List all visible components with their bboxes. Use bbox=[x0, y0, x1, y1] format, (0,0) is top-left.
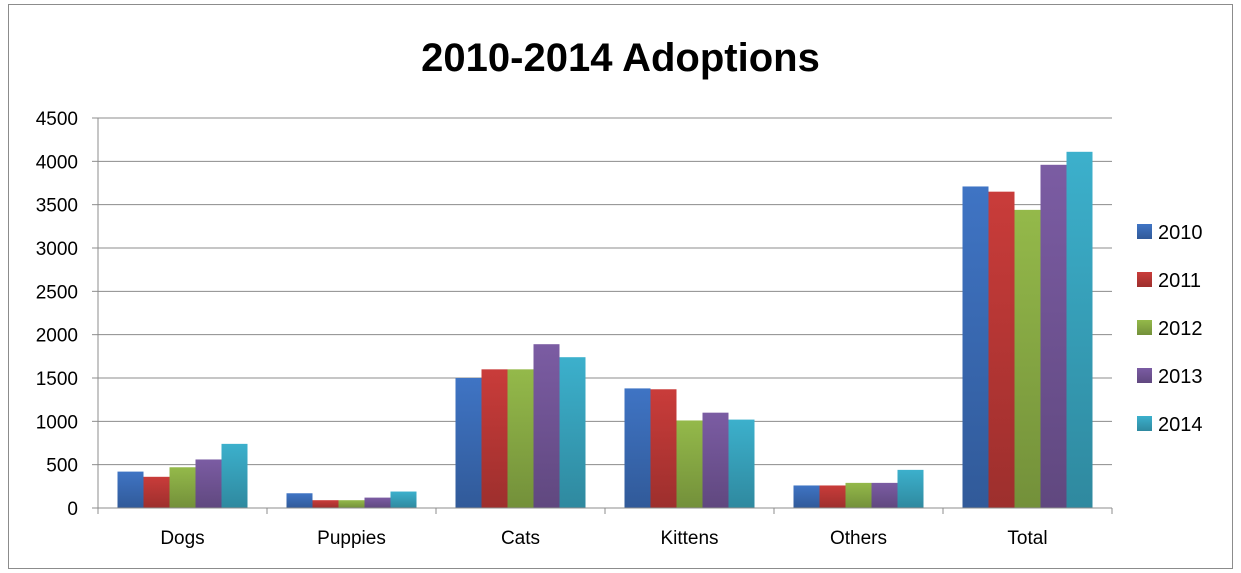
legend-swatch-2013 bbox=[1137, 368, 1152, 383]
y-tick-label: 3000 bbox=[36, 239, 78, 260]
bar-cats-2010 bbox=[455, 378, 482, 508]
bars bbox=[117, 151, 1093, 509]
legend-label-2014: 2014 bbox=[1158, 414, 1203, 436]
bar-total-2012 bbox=[1014, 209, 1041, 508]
x-tick-label: Puppies bbox=[317, 528, 386, 549]
bar-dogs-2014 bbox=[221, 443, 248, 508]
bar-total-2010 bbox=[962, 186, 989, 508]
bar-others-2010 bbox=[793, 485, 820, 508]
x-axis-tick-labels: Dogs Puppies Cats Kittens Others Total bbox=[160, 528, 1047, 549]
legend-swatch-2011 bbox=[1137, 272, 1152, 287]
legend-swatch-2014 bbox=[1137, 416, 1152, 431]
y-tick-label: 2000 bbox=[36, 326, 78, 347]
y-axis-tick-labels: 0 500 1000 1500 2000 2500 3000 3500 4000 4500 bbox=[36, 109, 78, 520]
bar-total-2013 bbox=[1040, 164, 1067, 509]
bar-cats-2013 bbox=[533, 344, 560, 508]
y-tick-label: 1000 bbox=[36, 412, 78, 433]
y-tick-label: 0 bbox=[67, 499, 78, 520]
bar-total-2011 bbox=[988, 191, 1015, 508]
legend-swatch-2012 bbox=[1137, 320, 1152, 335]
bar-dogs-2012 bbox=[169, 467, 196, 508]
x-tick-label: Total bbox=[1007, 528, 1047, 549]
bar-kittens-2014 bbox=[728, 419, 755, 508]
y-tick-label: 2500 bbox=[36, 282, 78, 303]
legend-label-2013: 2013 bbox=[1158, 366, 1203, 388]
chart-title: 2010-2014 Adoptions bbox=[421, 36, 820, 80]
legend: 2010 2011 2012 2013 2014 bbox=[1137, 222, 1203, 436]
bar-puppies-2013 bbox=[364, 497, 391, 508]
bar-puppies-2011 bbox=[312, 500, 339, 508]
legend-label-2011: 2011 bbox=[1158, 270, 1201, 292]
bar-dogs-2011 bbox=[143, 476, 170, 508]
x-tick-label: Kittens bbox=[660, 528, 718, 549]
bar-others-2014 bbox=[897, 469, 924, 508]
x-tick-label: Others bbox=[830, 528, 887, 549]
bar-cats-2012 bbox=[507, 369, 534, 508]
legend-swatch-2010 bbox=[1137, 224, 1152, 239]
bar-kittens-2011 bbox=[650, 389, 677, 508]
y-tick-label: 4000 bbox=[36, 152, 78, 173]
bar-others-2012 bbox=[845, 482, 872, 508]
bar-puppies-2012 bbox=[338, 500, 365, 508]
y-tick-label: 3500 bbox=[36, 196, 78, 217]
axes bbox=[92, 117, 1113, 514]
bar-cats-2011 bbox=[481, 369, 508, 508]
y-tick-label: 1500 bbox=[36, 369, 78, 390]
bar-kittens-2013 bbox=[702, 412, 729, 508]
bar-others-2013 bbox=[871, 482, 898, 508]
y-tick-label: 4500 bbox=[36, 109, 78, 130]
bar-puppies-2010 bbox=[286, 493, 313, 508]
y-tick-label: 500 bbox=[46, 456, 78, 477]
bar-dogs-2010 bbox=[117, 471, 144, 508]
gridlines bbox=[98, 117, 1112, 466]
bar-dogs-2013 bbox=[195, 459, 222, 508]
x-tick-label: Dogs bbox=[160, 528, 204, 549]
bar-cats-2014 bbox=[559, 357, 586, 508]
bar-kittens-2010 bbox=[624, 388, 651, 508]
legend-label-2010: 2010 bbox=[1158, 222, 1203, 244]
legend-label-2012: 2012 bbox=[1158, 318, 1203, 340]
bar-others-2011 bbox=[819, 485, 846, 508]
x-tick-label: Cats bbox=[501, 528, 540, 549]
bar-kittens-2012 bbox=[676, 420, 703, 508]
bar-puppies-2014 bbox=[390, 491, 417, 508]
bar-total-2014 bbox=[1066, 151, 1093, 509]
